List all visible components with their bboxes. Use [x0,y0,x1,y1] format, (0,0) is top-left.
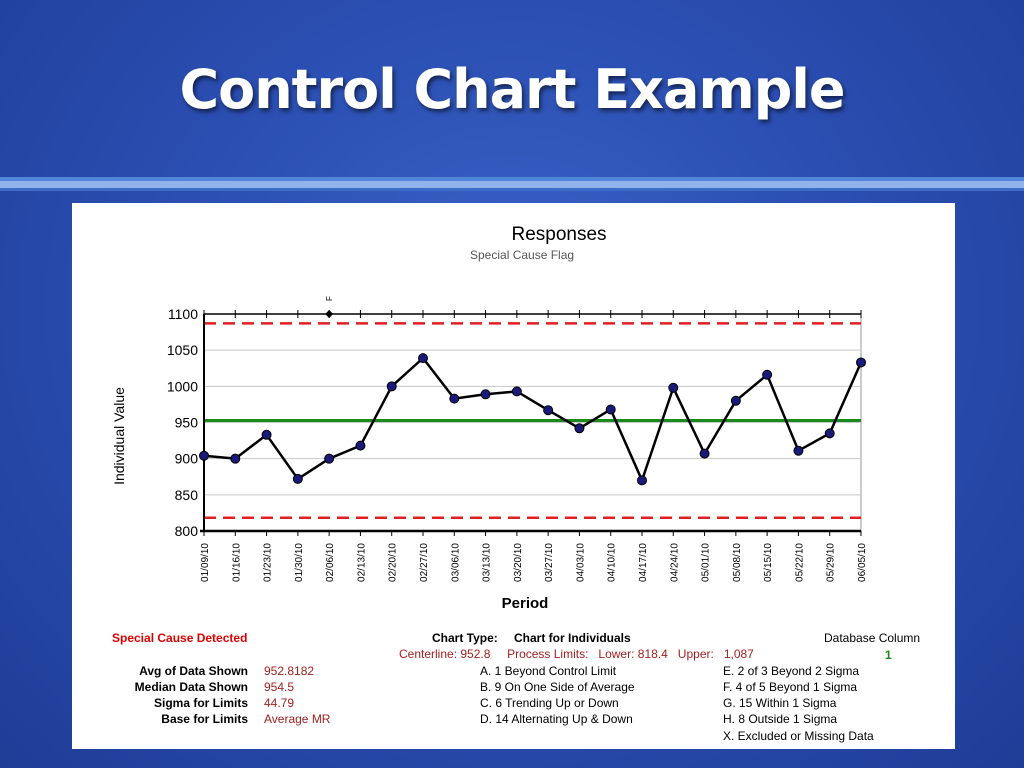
x-tick-label: 05/15/10 [763,543,774,582]
stat-value: 954.5 [264,680,295,694]
chart-subtitle: Special Cause Flag [470,248,574,262]
flag-marker [325,310,334,318]
rule-item: G. 15 Within 1 Sigma [723,696,837,710]
x-tick-label: 01/09/10 [200,543,211,582]
data-point [418,353,428,364]
header-divider-highlight [0,181,1024,188]
x-tick-label: 04/24/10 [669,543,680,582]
x-tick-label: 02/27/10 [419,543,430,582]
stat-label: Median Data Shown [134,680,248,694]
slide-title: Control Chart Example [179,58,846,121]
x-tick-label: 02/06/10 [325,543,336,582]
data-point [699,448,710,459]
rule-item: B. 9 On One Side of Average [480,680,635,694]
stat-label: Sigma for Limits [153,696,248,710]
y-axis-label: Individual Value [111,387,127,485]
x-tick-label: 04/03/10 [575,543,586,582]
data-point [324,453,335,464]
series-line [203,356,863,482]
data-point [480,389,491,400]
stat-value: 952.8182 [264,664,315,678]
rule-item: F. 4 of 5 Beyond 1 Sigma [723,680,858,694]
data-point [261,429,272,440]
header-divider [0,177,1024,181]
data-point [668,382,679,393]
y-tick-label: 900 [175,451,199,467]
header-divider-shadow [0,188,1024,191]
control-chart: Responses Special Cause Flag Individual … [111,224,868,612]
data-point [199,450,209,461]
rule-item: X. Excluded or Missing Data [723,729,874,743]
y-tick-label: 950 [175,415,199,431]
data-point [355,440,366,451]
rule-item: D. 14 Alternating Up & Down [480,712,633,726]
flag-label: F [325,296,334,301]
data-point [292,473,303,484]
data-point [824,428,835,439]
x-tick-label: 01/23/10 [263,543,274,582]
data-point [793,445,804,456]
y-tick-label: 1000 [167,378,198,394]
x-tick-label: 04/10/10 [607,543,618,582]
data-point [605,404,616,415]
data-point [511,386,522,397]
stat-label: Avg of Data Shown [139,664,248,678]
rule-item: C. 6 Trending Up or Down [480,696,619,710]
y-tick-label: 1100 [168,306,198,322]
x-tick-label: 02/20/10 [388,543,399,582]
x-tick-label: 03/13/10 [482,543,493,582]
data-point [574,423,585,434]
x-tick-label: 02/13/10 [356,543,367,582]
data-point [762,369,773,380]
x-tick-label: 04/17/10 [638,543,649,582]
x-tick-label: 06/05/10 [857,543,868,582]
stat-label: Base for Limits [161,712,248,726]
x-tick-label: 03/20/10 [513,543,524,582]
chart-panel: Responses Special Cause Flag Individual … [72,203,955,749]
x-tick-label: 05/29/10 [826,543,837,582]
database-column-value: 1 [885,648,892,662]
x-axis-label: Period [502,595,549,612]
y-tick-label: 1050 [167,342,198,358]
limits-summary: Centerline: 952.8 Process Limits: Lower:… [399,647,754,661]
special-cause-label: Special Cause Detected [112,631,248,645]
chart-type-label: Chart Type: [432,631,498,645]
x-tick-label: 03/06/10 [450,543,461,582]
x-tick-label: 05/08/10 [732,543,743,582]
data-point [386,381,397,392]
chart-type-value: Chart for Individuals [514,631,631,645]
x-tick-label: 03/27/10 [544,543,555,582]
x-tick-label: 05/01/10 [701,543,712,582]
rule-item: E. 2 of 3 Beyond 2 Sigma [723,664,860,678]
y-tick-label: 800 [175,523,199,539]
y-tick-label: 850 [175,487,199,503]
data-point [637,475,647,486]
x-tick-label: 01/30/10 [294,543,305,582]
chart-title: Responses [511,224,606,245]
stat-value: Average MR [264,712,331,726]
data-point [230,453,241,464]
data-point [856,357,866,368]
rule-item: H. 8 Outside 1 Sigma [723,712,838,726]
rule-item: A. 1 Beyond Control Limit [480,664,617,678]
data-point [730,395,741,406]
data-point [543,405,554,416]
database-column-label: Database Column [824,631,921,645]
x-tick-label: 05/22/10 [794,543,805,582]
x-tick-label: 01/16/10 [231,543,242,582]
stat-value: 44.79 [264,696,295,710]
data-point [449,393,460,404]
